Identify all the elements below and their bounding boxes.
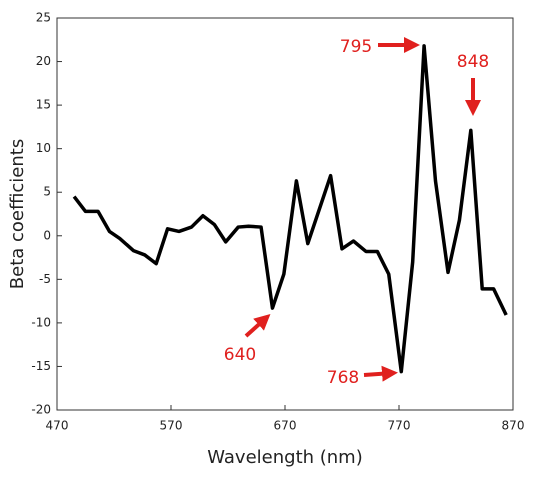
annotation-arrow — [363, 365, 398, 382]
annotation: 768 — [327, 368, 359, 388]
x-axis-label: Wavelength (nm) — [207, 447, 363, 468]
y-tick-label: 0 — [43, 228, 51, 242]
plot-frame — [56, 17, 514, 411]
y-tick-label: -10 — [31, 315, 51, 329]
x-tick-label: 570 — [160, 419, 183, 433]
y-tick-label: -15 — [31, 359, 51, 373]
y-tick-label: 20 — [36, 54, 51, 68]
y-tick-label: 5 — [43, 185, 51, 199]
y-tick-label: -5 — [39, 272, 51, 286]
x-tick-label: 770 — [388, 419, 411, 433]
y-tick-label: 25 — [36, 11, 51, 25]
annotation-arrow — [244, 313, 271, 338]
y-axis-label: Beta coefficients — [7, 139, 28, 289]
annotation: 848 — [457, 52, 489, 72]
annotation: 640 — [224, 345, 256, 365]
y-tick-label: 15 — [36, 98, 51, 112]
x-tick-label: 870 — [502, 419, 525, 433]
x-tick-label: 670 — [274, 419, 297, 433]
y-tick-label: 10 — [36, 141, 51, 155]
annotation: 795 — [340, 37, 372, 57]
y-tick-label: -20 — [31, 403, 51, 417]
x-tick-label: 470 — [46, 419, 69, 433]
data-line — [72, 44, 508, 374]
